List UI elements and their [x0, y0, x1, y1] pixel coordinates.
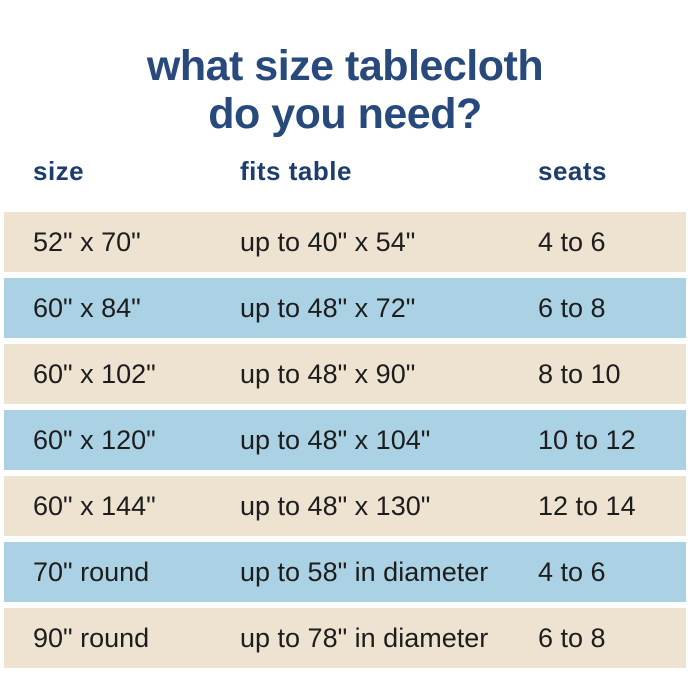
page-title-line-1: what size tablecloth — [146, 42, 544, 90]
cell-seats: 6 to 8 — [538, 622, 606, 653]
column-header-size: size — [33, 156, 85, 186]
cell-seats: 6 to 8 — [538, 292, 606, 323]
cell-size: 60" x 120" — [33, 424, 156, 455]
cell-fits-table: up to 48" x 104" — [240, 424, 431, 455]
column-header-fits-table: fits table — [240, 156, 352, 186]
cell-fits-table: up to 78" in diameter — [240, 622, 489, 653]
cell-seats: 8 to 10 — [538, 358, 621, 389]
table-row: 60" x 102" up to 48" x 90" 8 to 10 — [4, 344, 686, 404]
table-header-row: size fits table seats — [4, 156, 686, 187]
cell-seats: 12 to 14 — [538, 490, 636, 521]
table-row: 60" x 144" up to 48" x 130" 12 to 14 — [4, 476, 686, 536]
table-row: 70" round up to 58" in diameter 4 to 6 — [4, 542, 686, 602]
column-header-seats: seats — [538, 156, 607, 186]
cell-fits-table: up to 48" x 130" — [240, 490, 431, 521]
cell-size: 60" x 84" — [33, 292, 141, 323]
cell-size: 52" x 70" — [33, 226, 141, 257]
table-row: 60" x 120" up to 48" x 104" 10 to 12 — [4, 410, 686, 470]
table-row: 90" round up to 78" in diameter 6 to 8 — [4, 608, 686, 668]
table-row: 60" x 84" up to 48" x 72" 6 to 8 — [4, 278, 686, 338]
cell-seats: 10 to 12 — [538, 424, 636, 455]
page-title-line-2: do you need? — [208, 90, 482, 139]
page-title: what size tablecloth do you need? — [0, 42, 690, 138]
table-row: 52" x 70" up to 40" x 54" 4 to 6 — [4, 212, 686, 272]
cell-size: 70" round — [33, 556, 150, 587]
size-table: 52" x 70" up to 40" x 54" 4 to 6 60" x 8… — [4, 212, 686, 668]
cell-fits-table: up to 40" x 54" — [240, 226, 416, 257]
cell-fits-table: up to 48" x 72" — [240, 292, 416, 323]
cell-size: 60" x 144" — [33, 490, 156, 521]
cell-fits-table: up to 58" in diameter — [240, 556, 489, 587]
cell-seats: 4 to 6 — [538, 226, 606, 257]
cell-size: 60" x 102" — [33, 358, 156, 389]
cell-seats: 4 to 6 — [538, 556, 606, 587]
cell-size: 90" round — [33, 622, 150, 653]
cell-fits-table: up to 48" x 90" — [240, 358, 416, 389]
